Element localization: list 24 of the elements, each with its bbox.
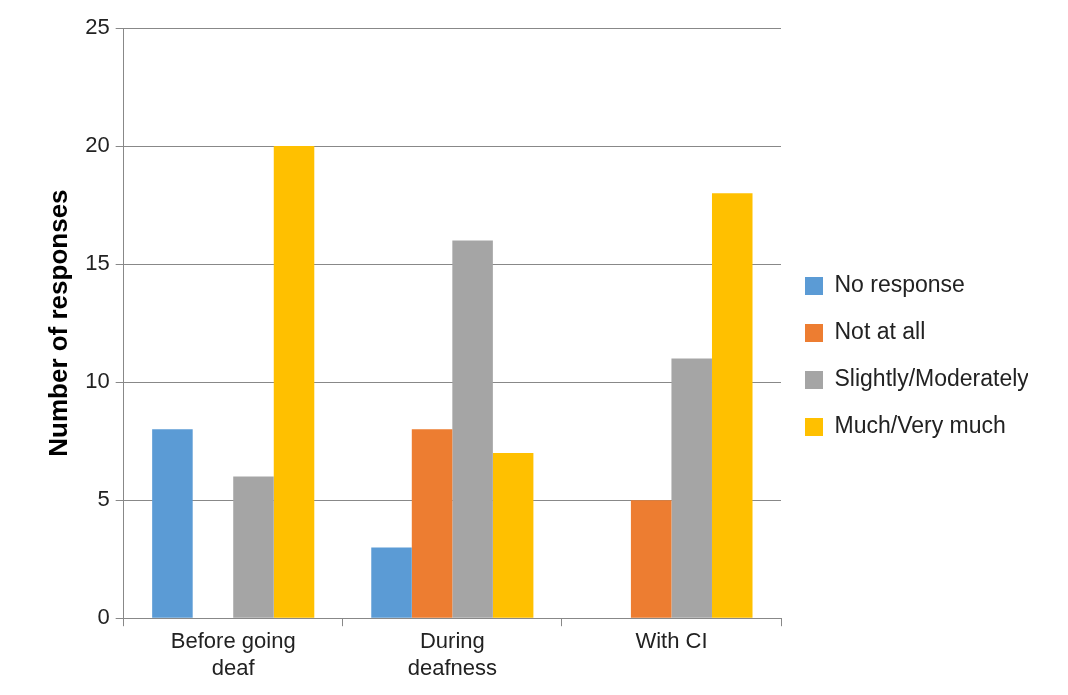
bar (630, 500, 672, 618)
bar (233, 476, 274, 618)
bar (671, 358, 712, 618)
legend-label: Slightly/Moderately (834, 365, 1030, 392)
bar (411, 429, 453, 618)
y-tick-label: 5 (97, 486, 110, 512)
y-axis-title: Number of responses (42, 189, 73, 457)
bar (152, 429, 193, 618)
y-tick-label: 20 (85, 132, 110, 158)
bar (492, 452, 534, 618)
legend-label: No response (834, 271, 965, 298)
bar (273, 146, 315, 618)
y-tick-label: 15 (85, 250, 110, 276)
x-tick-label: During deafness (407, 628, 497, 680)
bar (452, 240, 493, 618)
x-tick-label: With CI (635, 628, 708, 654)
legend-label: Much/Very much (834, 412, 1006, 439)
legend-label: Not at all (834, 318, 926, 345)
y-tick-label: 10 (85, 368, 110, 394)
y-tick-label: 25 (85, 14, 110, 40)
x-tick-label: Before going deaf (170, 628, 296, 680)
bar (371, 547, 412, 618)
bar (711, 193, 753, 618)
y-tick-label: 0 (97, 604, 110, 630)
